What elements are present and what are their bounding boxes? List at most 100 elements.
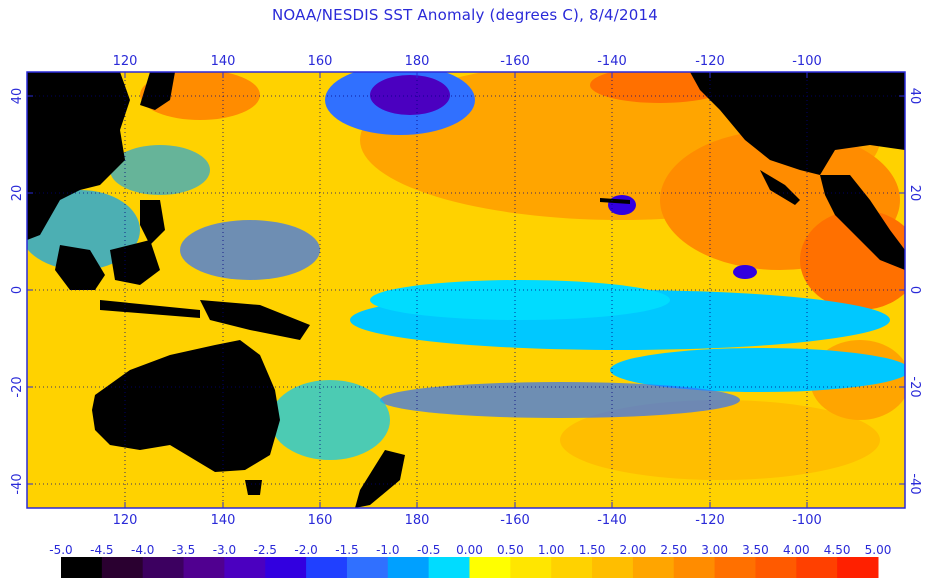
lon-label: 180 (405, 513, 430, 528)
lon-labels-bottom: 120 140 160 180 -160 -140 -120 -100 (113, 513, 822, 528)
colorbar-label: -3.0 (213, 543, 236, 557)
colorbar-label: 1.50 (579, 543, 606, 557)
colorbar-label: 3.00 (701, 543, 728, 557)
colorbar (61, 557, 879, 578)
colorbar-swatch (510, 557, 552, 578)
colorbar-label: 0.00 (456, 543, 483, 557)
colorbar-swatch (183, 557, 225, 578)
southeast-asia-landmass (55, 245, 105, 290)
colorbar-swatch (224, 557, 266, 578)
colorbar-label: -2.5 (254, 543, 277, 557)
equatorial-cool-band (370, 280, 670, 320)
lon-labels-top: 120 140 160 180 -160 -140 -120 -100 (113, 54, 822, 69)
lat-label: -20 (10, 376, 25, 397)
lon-label: 120 (113, 54, 138, 69)
colorbar-label: -1.0 (376, 543, 399, 557)
colorbar-swatch (61, 557, 103, 578)
colorbar-swatch (346, 557, 389, 578)
australia-landmass (92, 340, 280, 472)
lat-label: 40 (907, 88, 922, 105)
colorbar-label: -2.0 (294, 543, 317, 557)
lat-labels-right: 40 20 0 -20 -40 (907, 88, 922, 495)
colorbar-swatch (796, 557, 838, 578)
lon-label: 140 (211, 513, 236, 528)
colorbar-label: -5.0 (49, 543, 72, 557)
tasmania-landmass (245, 480, 262, 495)
colorbar-swatch (837, 557, 879, 578)
colorbar-swatch (592, 557, 634, 578)
japan-korea-landmass (140, 72, 175, 110)
tasman-cool (270, 380, 390, 460)
kuroshio-cool-core (370, 75, 450, 115)
colorbar-label: 4.50 (824, 543, 851, 557)
baja-california-landmass (760, 170, 800, 205)
lat-label: 20 (907, 185, 922, 202)
lon-label: -140 (597, 513, 627, 528)
anomaly-field (27, 72, 905, 508)
lon-label: -160 (500, 54, 530, 69)
philippines-landmass (140, 200, 165, 245)
new-zealand-landmass (355, 450, 405, 508)
colorbar-swatch (755, 557, 797, 578)
lon-label: 180 (405, 54, 430, 69)
colorbar-swatch (428, 557, 470, 578)
colorbar-label: 2.00 (620, 543, 647, 557)
lat-label: -40 (907, 473, 922, 494)
lat-label: -20 (907, 376, 922, 397)
mexico-central-america-landmass (820, 175, 905, 270)
lon-label: -120 (695, 513, 725, 528)
colorbar-label: 2.50 (660, 543, 687, 557)
colorbar-labels: -5.0 -4.5 -4.0 -3.5 -3.0 -2.5 -2.0 -1.5 -1.0 -0.5… (49, 543, 891, 557)
south-pacific-cool (380, 382, 740, 418)
colorbar-swatch (673, 557, 716, 578)
maritime-cool (180, 220, 320, 280)
south-pacific-warm (560, 400, 880, 480)
colorbar-swatch (265, 557, 307, 578)
lat-label: 0 (10, 286, 25, 294)
lat-label: 40 (10, 88, 25, 105)
colorbar-swatch (714, 557, 756, 578)
north-america-landmass (690, 72, 905, 175)
asia-landmass (27, 72, 130, 240)
colorbar-label: -3.5 (172, 543, 195, 557)
lon-label: 140 (211, 54, 236, 69)
hawaii-islands (600, 198, 630, 204)
colorbar-swatch (306, 557, 348, 578)
colorbar-label: -4.5 (90, 543, 113, 557)
lon-label: 160 (308, 513, 333, 528)
colorbar-swatch (632, 557, 675, 578)
colorbar-label: 1.00 (538, 543, 565, 557)
philippine-sea-cool (110, 145, 210, 195)
colorbar-swatch (551, 557, 593, 578)
graticule (27, 72, 905, 508)
southeast-pacific-cool (610, 348, 905, 392)
borneo-landmass (110, 240, 160, 285)
lat-label: -40 (10, 473, 25, 494)
colorbar-label: 0.50 (497, 543, 524, 557)
lon-label: -120 (695, 54, 725, 69)
colorbar-swatch (469, 557, 511, 578)
colorbar-swatch (387, 557, 430, 578)
lon-label: -100 (792, 54, 822, 69)
colorbar-label: -1.5 (335, 543, 358, 557)
lon-label: -160 (500, 513, 530, 528)
lat-label: 0 (907, 286, 922, 294)
mexico-cool-spot (733, 265, 757, 279)
colorbar-label: 4.00 (783, 543, 810, 557)
lon-label: -140 (597, 54, 627, 69)
lat-labels-left: 40 20 0 -20 -40 (10, 88, 25, 495)
new-guinea-landmass (200, 300, 310, 340)
lon-label: 120 (113, 513, 138, 528)
colorbar-label: 5.00 (865, 543, 892, 557)
lon-label: -100 (792, 513, 822, 528)
lat-label: 20 (10, 185, 25, 202)
tick-marks (27, 72, 905, 508)
colorbar-swatch (142, 557, 185, 578)
colorbar-label: -4.0 (131, 543, 154, 557)
lon-label: 160 (308, 54, 333, 69)
colorbar-swatch (101, 557, 144, 578)
colorbar-label: -0.5 (417, 543, 440, 557)
colorbar-label: 3.50 (742, 543, 769, 557)
map-title: NOAA/NESDIS SST Anomaly (degrees C), 8/4… (271, 6, 658, 24)
